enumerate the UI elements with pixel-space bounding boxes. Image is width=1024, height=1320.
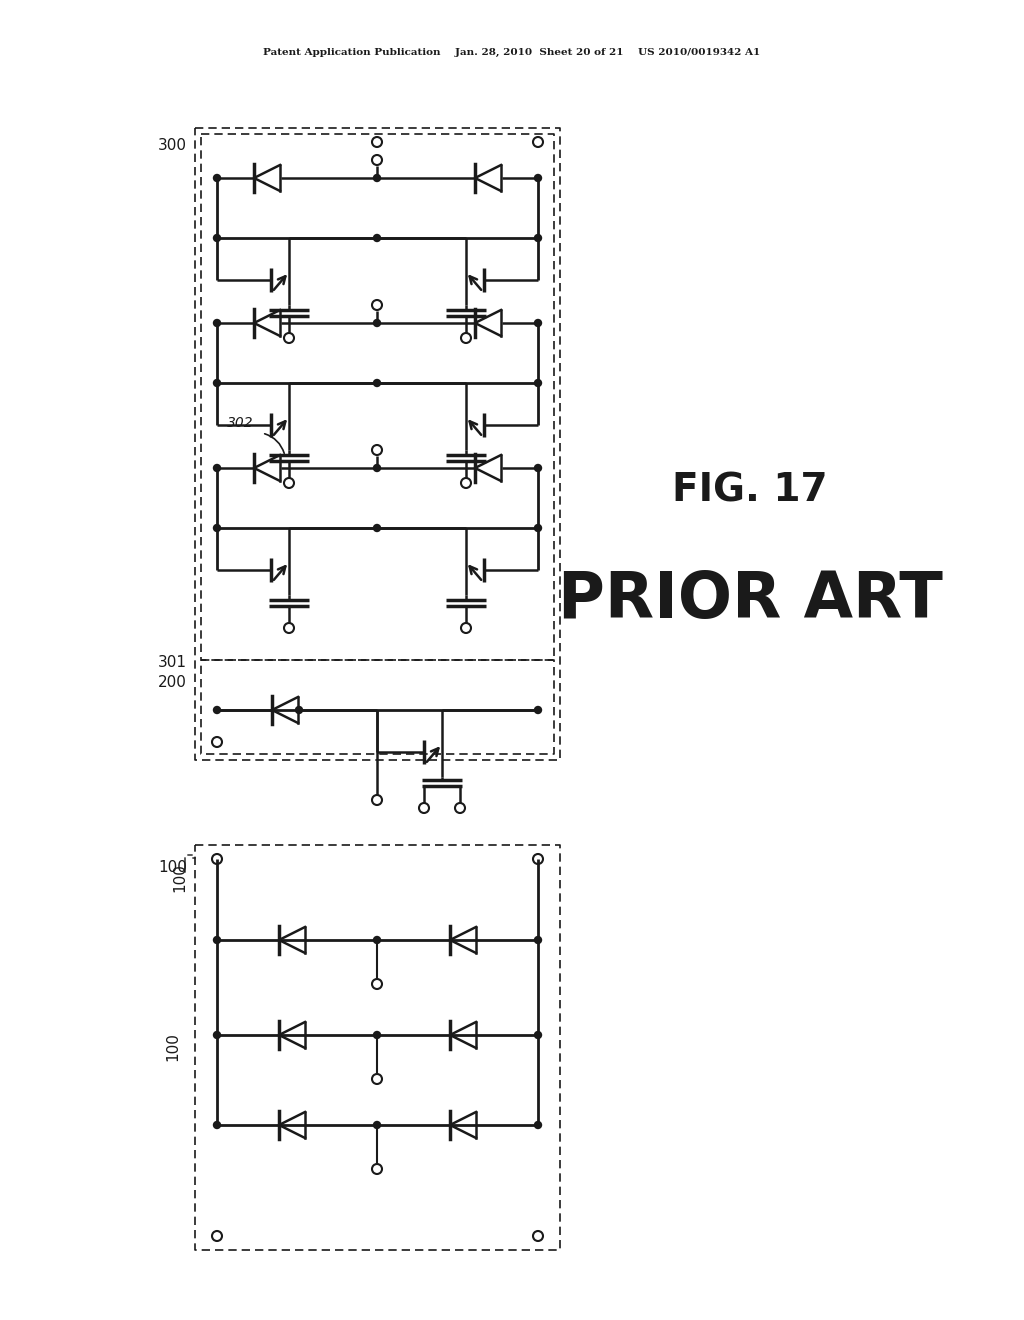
Circle shape (374, 524, 381, 532)
Circle shape (213, 524, 220, 532)
Text: FIG. 17: FIG. 17 (672, 471, 827, 510)
Circle shape (213, 465, 220, 471)
Circle shape (374, 235, 381, 242)
Text: PRIOR ART: PRIOR ART (557, 569, 942, 631)
Circle shape (213, 174, 220, 181)
FancyArrowPatch shape (264, 434, 285, 453)
Circle shape (535, 174, 542, 181)
Text: 100: 100 (172, 863, 187, 892)
Circle shape (535, 380, 542, 387)
Circle shape (374, 465, 381, 471)
Circle shape (213, 1122, 220, 1129)
Circle shape (213, 706, 220, 714)
Text: 200: 200 (158, 675, 187, 690)
Text: 100: 100 (158, 861, 187, 875)
Circle shape (535, 1031, 542, 1039)
Circle shape (535, 524, 542, 532)
Circle shape (296, 706, 302, 714)
Circle shape (213, 319, 220, 326)
Text: Patent Application Publication    Jan. 28, 2010  Sheet 20 of 21    US 2010/00193: Patent Application Publication Jan. 28, … (263, 48, 761, 57)
Circle shape (535, 235, 542, 242)
Circle shape (535, 936, 542, 944)
Text: 300: 300 (158, 139, 187, 153)
Circle shape (374, 1031, 381, 1039)
Text: 302: 302 (227, 416, 254, 430)
Circle shape (213, 380, 220, 387)
Circle shape (374, 174, 381, 181)
Circle shape (213, 936, 220, 944)
Text: 301: 301 (158, 655, 187, 671)
Circle shape (535, 706, 542, 714)
Circle shape (374, 936, 381, 944)
Circle shape (535, 1122, 542, 1129)
Circle shape (374, 319, 381, 326)
Circle shape (535, 465, 542, 471)
Circle shape (535, 319, 542, 326)
Circle shape (374, 380, 381, 387)
Circle shape (374, 1122, 381, 1129)
Circle shape (213, 1031, 220, 1039)
Circle shape (213, 235, 220, 242)
Text: 100: 100 (166, 1032, 180, 1061)
